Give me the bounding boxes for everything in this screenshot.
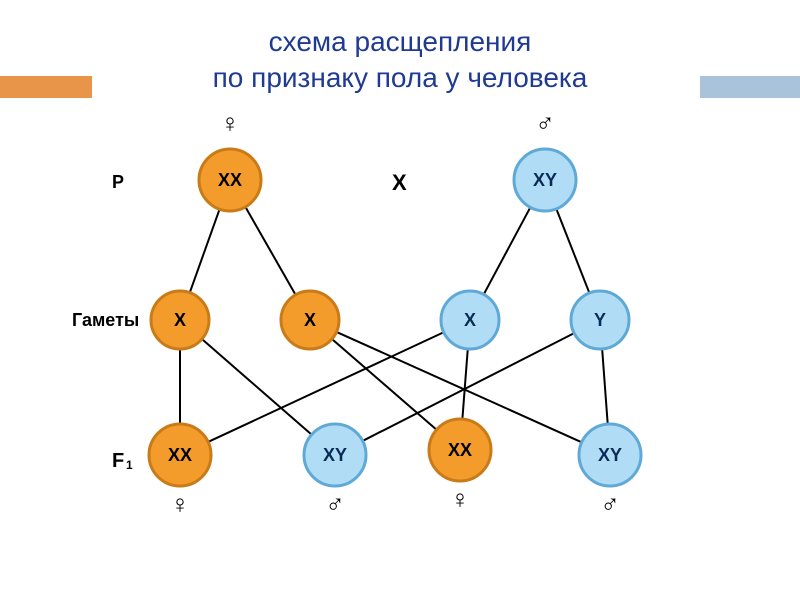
female-symbol-icon: ♀ [220, 108, 240, 138]
row-label-gametes: Гаметы [72, 310, 139, 331]
node-label-G3: X [464, 310, 476, 330]
node-label-C3: XX [448, 440, 472, 460]
node-label-P_XY: XY [533, 170, 557, 190]
edges-group [180, 207, 608, 442]
edge [462, 349, 467, 419]
male-symbol-icon: ♂ [600, 489, 620, 519]
node-label-P_XX: XX [218, 170, 242, 190]
edge [556, 209, 589, 293]
male-symbol-icon: ♂ [535, 108, 555, 138]
diagram-stage: схема расщепления по признаку пола у чел… [0, 0, 800, 600]
node-label-C4: XY [598, 445, 622, 465]
node-label-G2: X [304, 310, 316, 330]
row-label-f1: F [112, 450, 124, 473]
node-label-C2: XY [323, 445, 347, 465]
edge [245, 207, 295, 295]
node-label-G4: Y [594, 310, 606, 330]
male-symbol-icon: ♂ [325, 489, 345, 519]
edge [602, 349, 608, 424]
title-line-2: по признаку пола у человека [0, 62, 800, 94]
title-line-1: схема расщепления [0, 26, 800, 58]
node-label-C1: XX [168, 445, 192, 465]
node-label-G1: X [174, 310, 186, 330]
edge [190, 209, 220, 292]
female-symbol-icon: ♀ [450, 484, 470, 514]
row-label-cross: X [392, 170, 407, 196]
row-label-f1-sub: 1 [126, 458, 133, 472]
female-symbol-icon: ♀ [170, 489, 190, 519]
edge [484, 207, 531, 294]
row-label-p: P [112, 172, 124, 193]
